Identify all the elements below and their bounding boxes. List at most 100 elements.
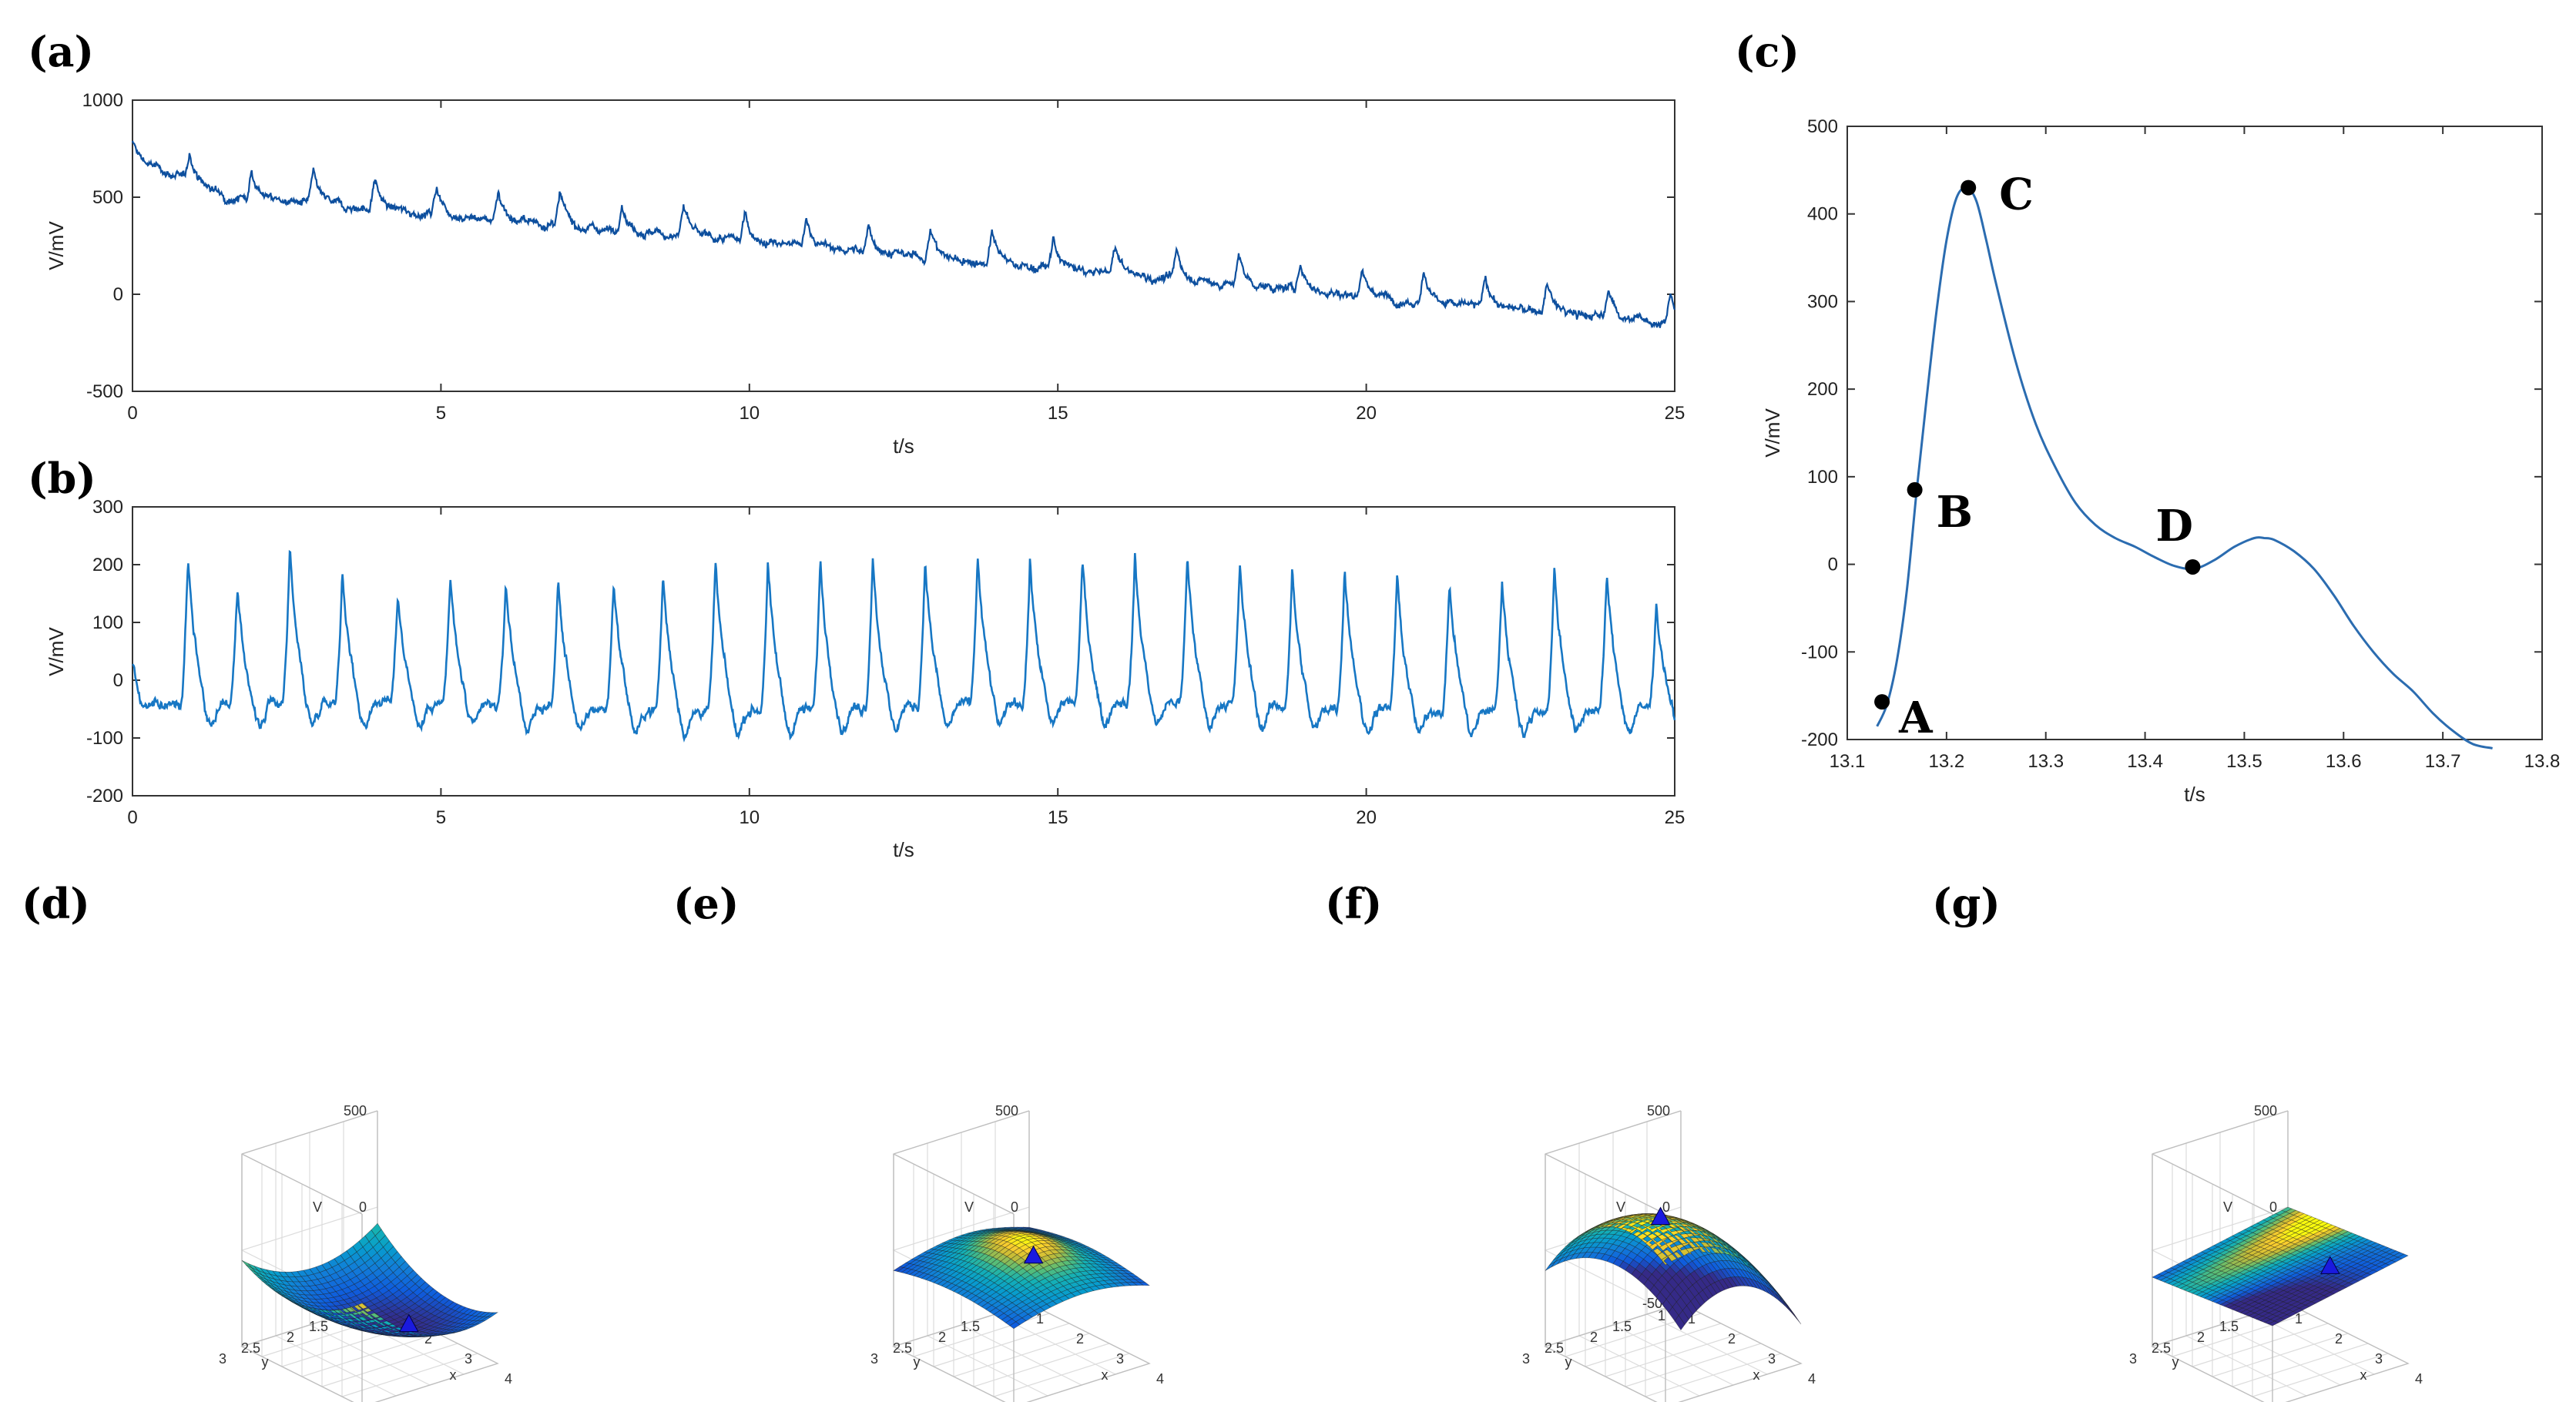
y-tick-label: 1.5: [2219, 1319, 2239, 1334]
x-tick-label: 13.4: [2127, 751, 2163, 772]
y-tick-label: 400: [1807, 204, 1838, 225]
x-tick-label: 25: [1665, 403, 1685, 424]
y-tick-label: 2.5: [893, 1340, 912, 1356]
y-tick-label: 1.5: [961, 1319, 980, 1334]
x-tick-label: 5: [436, 403, 446, 424]
x-tick-label: 10: [739, 807, 760, 828]
x-tick-label: 13.7: [2425, 751, 2461, 772]
panel-d-floor-box: [240, 1303, 499, 1402]
panel-label-b: (b): [28, 454, 96, 503]
panel-f-marker-triangle: [1650, 1206, 1671, 1225]
x-tick-label: 20: [1356, 807, 1377, 828]
panel-label-d: (d): [22, 879, 90, 928]
y-tick-label: 0: [113, 284, 123, 305]
z-axis-label: V: [1616, 1199, 1625, 1215]
y-axis-label: y: [2172, 1354, 2179, 1370]
key-point-c: [1961, 179, 1977, 196]
x-tick-label: 3: [1116, 1351, 1124, 1367]
grid-line: [275, 1335, 397, 1397]
panel-f-back-walls: [1544, 1110, 1803, 1402]
x-tick-label: 10: [739, 403, 760, 424]
y-tick-label: 3: [870, 1351, 878, 1367]
x-tick-label: 25: [1665, 807, 1685, 828]
x-tick-label: 15: [1048, 807, 1068, 828]
y-tick-label: 100: [92, 612, 123, 633]
y-tick-label: 300: [92, 497, 123, 518]
x-tick-label: 3: [1768, 1351, 1776, 1367]
panel-d-surface-mesh: [241, 1223, 499, 1338]
x-tick-label: 5: [436, 807, 446, 828]
y-tick-label: -500: [86, 381, 123, 402]
panel-c-ticks: 13.1 13.2 13.3 13.4 13.5 13.6 13.7 13.8 -200 -100…: [1801, 116, 2560, 772]
box-edge: [893, 1110, 1030, 1155]
grid-line: [1678, 1363, 1802, 1402]
z-axis-label: V: [313, 1199, 322, 1215]
panel-f-surface-mesh: [1545, 1213, 1802, 1331]
key-point-d: [2185, 558, 2201, 575]
y-axis-label: y: [1565, 1354, 1572, 1370]
panel-b-axes-box: [132, 506, 1675, 797]
z-tick-label: 0: [1011, 1199, 1018, 1215]
panel-g-surface-mesh: [2152, 1206, 2409, 1327]
z-axis-label: V: [2223, 1199, 2232, 1215]
y-tick-label: 200: [1807, 379, 1838, 400]
panel-e-floor-box: [892, 1303, 1151, 1402]
x-tick-label: 15: [1048, 403, 1068, 424]
x-axis-label: x: [1102, 1367, 1109, 1383]
z-axis-label: V: [964, 1199, 974, 1215]
panel-b-signal-chart: (b) 0 5 10 15 20 25 -200 -100 0 100 200 300 t/s V/m…: [28, 454, 1685, 861]
y-tick-label: 1.5: [309, 1319, 328, 1334]
x-tick-label: 13.6: [2326, 751, 2362, 772]
x-tick-label: 0: [127, 403, 137, 424]
key-point-label-a: A: [1898, 693, 1934, 743]
grid-line: [1026, 1363, 1150, 1402]
x-tick-label: 0: [127, 807, 137, 828]
grid-line: [309, 1324, 431, 1386]
panel-a-xlabel: t/s: [893, 434, 914, 458]
x-axis-label: x: [450, 1367, 457, 1383]
y-tick-label: 2.5: [2152, 1340, 2171, 1356]
z-tick-label: 500: [1647, 1103, 1670, 1119]
panel-c-key-points: A B C D: [1874, 169, 2201, 743]
grid-line: [927, 1335, 1048, 1397]
panel-label-e: (e): [673, 879, 739, 928]
y-tick-label: 2: [2197, 1330, 2205, 1345]
panel-a-axes-box: [132, 99, 1675, 392]
y-tick-label: -100: [86, 728, 123, 749]
y-axis-label: y: [262, 1354, 269, 1370]
z-tick-label: 0: [359, 1199, 367, 1215]
x-axis-label: x: [2360, 1367, 2367, 1383]
z-tick-label: 500: [2254, 1103, 2277, 1119]
panel-f-floor-box: [1544, 1303, 1803, 1402]
surface-patch: [241, 1259, 253, 1269]
x-tick-label: 3: [465, 1351, 472, 1367]
x-tick-label: 1: [2295, 1311, 2303, 1327]
panel-a-raw-ecg-line: [131, 140, 1676, 329]
box-edge: [241, 1153, 363, 1215]
z-tick-label: 500: [344, 1103, 367, 1119]
surface-patch: [1545, 1261, 1556, 1271]
panel-g-marker-triangle: [2319, 1256, 2340, 1274]
panel-e-surface-mesh: [893, 1226, 1150, 1330]
y-tick-label: -200: [86, 786, 123, 807]
grid-line: [374, 1363, 498, 1402]
panel-b-xlabel: t/s: [893, 838, 914, 861]
y-tick-label: 2: [287, 1330, 294, 1345]
box-edge: [893, 1153, 1015, 1215]
box-edge: [241, 1110, 378, 1155]
panel-c-axes-box: [1846, 126, 2543, 740]
x-tick-label: 13.2: [1928, 751, 1964, 772]
x-tick-label: 4: [505, 1371, 512, 1387]
grid-line: [1612, 1324, 1734, 1386]
y-tick-label: 200: [92, 555, 123, 575]
x-tick-label: 20: [1356, 403, 1377, 424]
box-edge: [1545, 1110, 1682, 1155]
